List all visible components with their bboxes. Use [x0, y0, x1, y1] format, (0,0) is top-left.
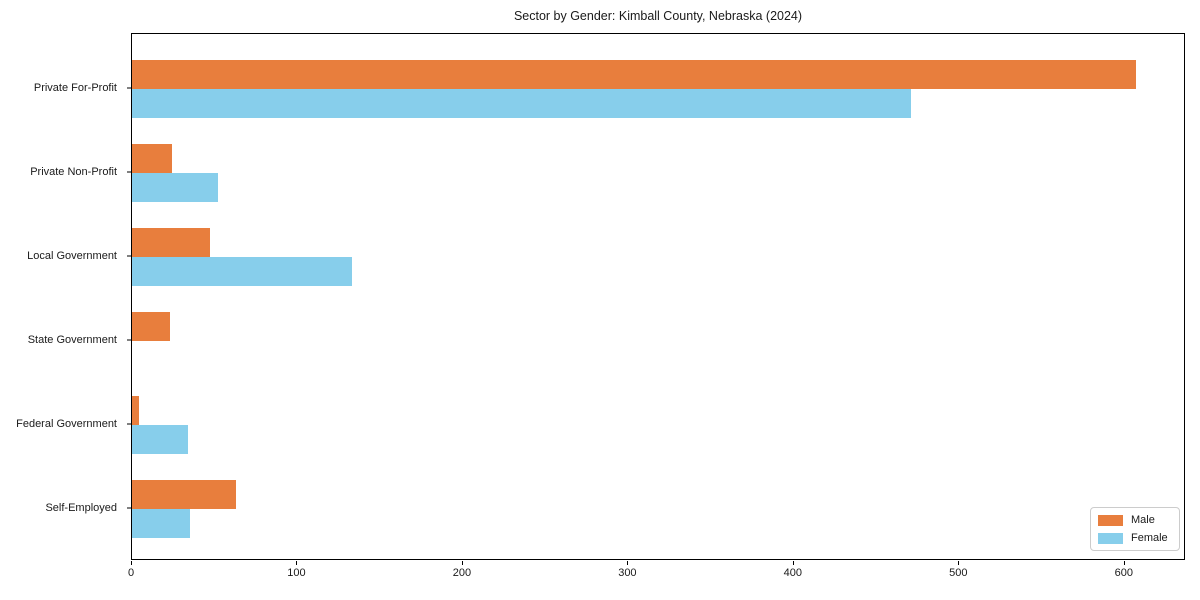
ytick-label-private-non-profit: Private Non-Profit — [30, 166, 117, 178]
bar-male-private-non-profit — [132, 144, 172, 173]
bar-male-local-government — [132, 228, 210, 257]
ytick-mark — [127, 255, 131, 257]
bar-male-self-employed — [132, 480, 236, 509]
ytick-mark — [127, 339, 131, 341]
xtick-mark — [461, 561, 463, 565]
legend-item-female: Female — [1098, 532, 1171, 544]
bar-male-federal-government — [132, 396, 139, 425]
ytick-mark — [127, 87, 131, 89]
xtick-mark — [296, 561, 298, 565]
xtick-label-400: 400 — [783, 567, 803, 579]
ytick-label-self-employed: Self-Employed — [45, 502, 117, 514]
legend-swatch-male — [1098, 514, 1123, 526]
xtick-mark — [131, 561, 132, 565]
ytick-label-state-government: State Government — [27, 334, 117, 346]
xtick-mark — [958, 561, 960, 565]
bar-female-self-employed — [132, 509, 190, 538]
ytick-label-federal-government: Federal Government — [16, 418, 117, 430]
bar-female-local-government — [132, 257, 352, 286]
bar-female-federal-government — [132, 425, 188, 454]
xtick-label-300: 300 — [618, 567, 637, 579]
xtick-mark — [1123, 561, 1125, 565]
bar-male-state-government — [132, 312, 170, 341]
bar-male-private-for-profit — [132, 60, 1136, 89]
legend-item-male: Male — [1098, 514, 1171, 526]
ytick-mark — [127, 507, 131, 509]
xtick-label-600: 600 — [1114, 567, 1133, 579]
xtick-label-100: 100 — [287, 567, 306, 579]
ytick-mark — [127, 171, 131, 173]
legend: Male Female — [1090, 507, 1180, 551]
plot-area — [131, 33, 1185, 560]
xtick-mark — [792, 561, 794, 565]
bar-female-private-for-profit — [132, 89, 911, 118]
xtick-label-500: 500 — [949, 567, 968, 579]
ytick-mark — [127, 423, 131, 425]
legend-label-male: Male — [1131, 514, 1155, 526]
legend-label-female: Female — [1131, 532, 1168, 544]
xtick-label-200: 200 — [452, 567, 472, 579]
ytick-label-local-government: Local Government — [27, 250, 117, 262]
xtick-mark — [627, 561, 629, 565]
xtick-label-0: 0 — [127, 567, 135, 579]
chart-title: Sector by Gender: Kimball County, Nebras… — [513, 9, 803, 23]
ytick-label-private-for-profit: Private For-Profit — [33, 82, 117, 94]
bar-female-private-non-profit — [132, 173, 218, 202]
legend-swatch-female — [1098, 532, 1123, 544]
